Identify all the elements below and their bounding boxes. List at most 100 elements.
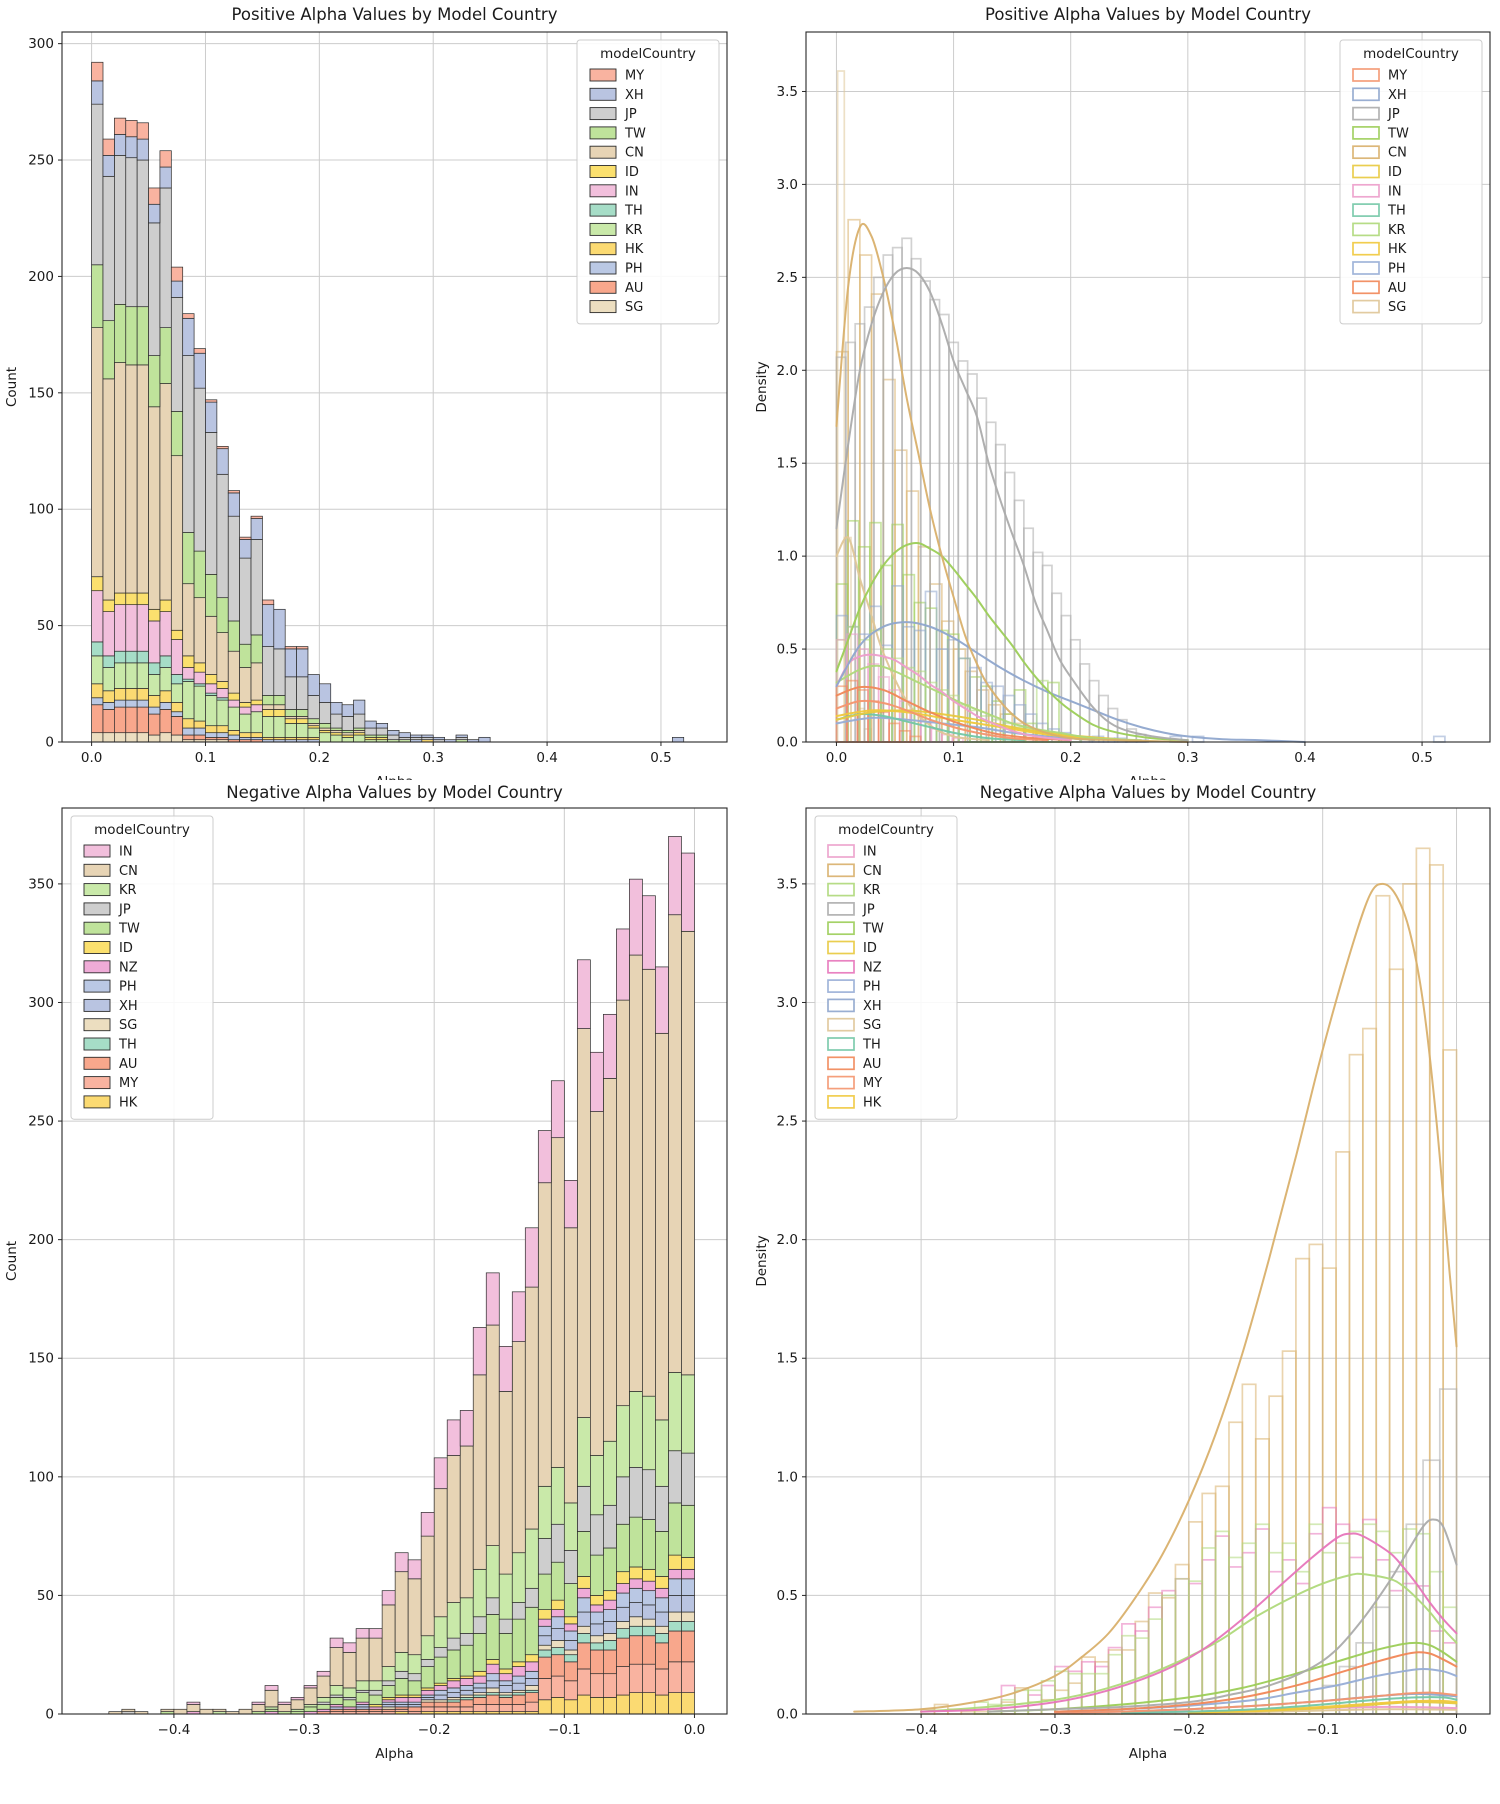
y-tick-label: 0.5	[777, 1588, 798, 1604]
legend-label-TW: TW	[118, 922, 140, 937]
x-tick-label: 0.5	[1411, 750, 1432, 766]
x-tick-label: 0.0	[684, 1722, 705, 1738]
legend-swatch-TW	[83, 921, 111, 935]
legend-swatch-XH	[1352, 87, 1380, 102]
legend-label-XH: XH	[863, 999, 882, 1014]
legend-swatch-ID	[1352, 164, 1380, 179]
chart-title: Positive Alpha Values by Model Country	[232, 5, 558, 24]
legend-swatch-SG	[1352, 299, 1380, 314]
legend-swatch-AU	[589, 280, 617, 294]
legend-label-TH: TH	[1387, 204, 1406, 219]
legend-label-IN: IN	[1388, 184, 1402, 199]
y-tick-label: 2.5	[777, 1114, 798, 1130]
legend-swatch-JP	[83, 902, 111, 916]
kde-TW	[987, 1641, 1458, 1713]
legend-swatch-PH	[589, 261, 617, 275]
legend-label-SG: SG	[863, 1018, 881, 1033]
legend: modelCountry IN CN KR JP TW ID NZ PH XH SG TH AU MY HK	[70, 815, 214, 1120]
x-tick-label: 0.5	[650, 750, 671, 766]
legend-label-TH: TH	[624, 204, 643, 219]
y-tick-label: 350	[28, 876, 54, 892]
legend-label-IN: IN	[863, 845, 877, 860]
legend-swatch-HK	[1352, 241, 1380, 256]
legend-title: modelCountry	[94, 822, 190, 838]
y-tick-label: 0	[45, 735, 54, 751]
chart-negative-density: Negative Alpha Values by Model Country −…	[750, 780, 1500, 1800]
kde-XH	[835, 621, 1306, 743]
legend-label-SG: SG	[625, 300, 643, 315]
x-tick-label: 0.0	[826, 750, 847, 766]
legend-swatch-IN	[589, 184, 617, 198]
legend-swatch-HK	[83, 1095, 111, 1109]
legend-swatch-IN	[83, 844, 111, 858]
legend-label-CN: CN	[863, 864, 882, 879]
legend-swatch-NZ	[83, 960, 111, 974]
legend-title: modelCountry	[838, 822, 934, 838]
kde-curves	[835, 222, 1306, 743]
legend-swatch-HK	[589, 242, 617, 256]
legend-label-JP: JP	[862, 902, 875, 917]
x-tick-label: 0.3	[422, 750, 443, 766]
chart-negative-count: Negative Alpha Values by Model Country −…	[0, 780, 750, 1800]
x-tick-label: −0.4	[905, 1722, 938, 1738]
legend-label-AU: AU	[625, 281, 643, 296]
negative-density-hist: −0.4 −0.3 −0.2 −0.1 0.0 0.0 0.5 1.0 1.5 2.0 2.5 3.0…	[754, 783, 1491, 1762]
legend-swatch-CN	[83, 863, 111, 877]
legend-label-KR: KR	[863, 883, 881, 898]
legend-label-AU: AU	[1388, 281, 1406, 296]
y-axis-label: Count	[4, 1241, 20, 1281]
legend-label-XH: XH	[119, 999, 138, 1014]
legend-swatch-AU	[83, 1056, 111, 1070]
legend: modelCountry MY XH JP TW CN ID IN TH KR HK PH AU SG	[1339, 39, 1483, 325]
axis-ticks: 0.0 0.1 0.2 0.3 0.4 0.5 0.0 0.5 1.0 1.5 2.0 2.5 3.0 3…	[777, 84, 1433, 766]
kde-AU	[1053, 1651, 1458, 1713]
legend-swatch-SG	[827, 1017, 855, 1032]
kde-HK	[835, 709, 1096, 740]
legend-label-PH: PH	[119, 980, 137, 995]
legend-label-XH: XH	[1388, 88, 1407, 103]
legend-swatch-JP	[589, 107, 617, 121]
legend-swatch-TH	[827, 1037, 855, 1051]
y-tick-label: 0.0	[777, 1707, 798, 1723]
legend-label-PH: PH	[863, 980, 881, 995]
stacked-bars	[91, 61, 685, 743]
legend-swatch-CN	[589, 145, 617, 159]
legend-swatch-IN	[1352, 183, 1380, 198]
legend-swatch-KR	[827, 882, 855, 897]
chart-positive-density: Positive Alpha Values by Model Country 0…	[750, 0, 1500, 790]
axis-ticks: 0.0 0.1 0.2 0.3 0.4 0.5 0 50 100 150 200 250 300	[28, 36, 671, 766]
legend-swatch-NZ	[827, 959, 855, 974]
y-tick-label: 50	[37, 618, 54, 634]
axis-ticks: −0.4 −0.3 −0.2 −0.1 0.0 0.0 0.5 1.0 1.5 2.0 2.5 3.0…	[777, 876, 1468, 1738]
legend-label-TW: TW	[862, 922, 884, 937]
y-tick-label: 3.0	[777, 177, 798, 193]
kde-HK	[1187, 1699, 1458, 1714]
legend-swatch-PH	[827, 979, 855, 993]
legend-swatch-TW	[827, 921, 855, 936]
legend-swatch-HK	[827, 1095, 855, 1109]
legend-swatch-MY	[1352, 68, 1380, 82]
legend-swatch-KR	[1352, 222, 1380, 237]
legend-label-CN: CN	[1388, 146, 1407, 161]
y-tick-label: 300	[28, 36, 54, 52]
legend-label-KR: KR	[1388, 223, 1406, 238]
legend-label-MY: MY	[625, 69, 644, 84]
legend-label-SG: SG	[119, 1018, 137, 1033]
x-axis-label: Alpha	[1129, 1746, 1167, 1762]
y-tick-label: 0.0	[777, 735, 798, 751]
negative-count-hist: −0.4 −0.3 −0.2 −0.1 0.0 0 50 100 150 200 250 300 350…	[4, 783, 728, 1762]
legend-label-HK: HK	[119, 1095, 138, 1110]
x-tick-label: −0.1	[548, 1722, 581, 1738]
x-tick-label: 0.1	[943, 750, 964, 766]
legend-label-TH: TH	[118, 1038, 137, 1053]
x-tick-label: 0.3	[1177, 750, 1198, 766]
legend-swatch-TH	[589, 203, 617, 217]
legend-swatch-TH	[1352, 203, 1380, 217]
kde-MY	[1053, 1691, 1458, 1714]
kde-PH	[835, 716, 1096, 742]
legend-swatch-IN	[827, 844, 855, 858]
legend-swatch-AU	[827, 1056, 855, 1071]
y-tick-label: 100	[28, 502, 54, 518]
legend-label-KR: KR	[625, 223, 643, 238]
